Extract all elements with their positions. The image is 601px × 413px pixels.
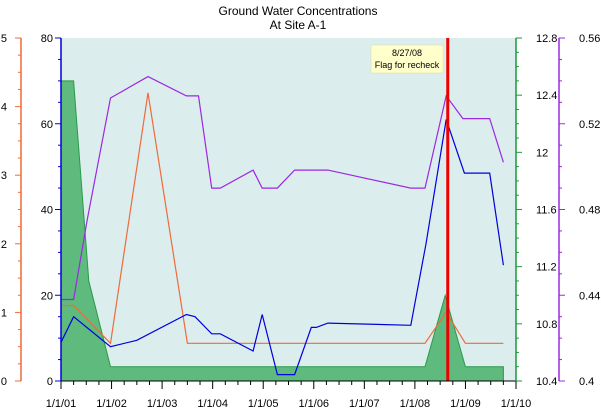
series-0-area	[60, 80, 504, 382]
axis-c-tick-label: 12.8	[536, 33, 557, 45]
x-tick-label: 1/1/07	[349, 398, 380, 410]
axis-b-tick-label: 60	[41, 119, 53, 131]
axis-d-tick-label: 0.48	[579, 205, 600, 217]
x-tick-label: 1/1/09	[450, 398, 481, 410]
flag-note-box	[370, 44, 444, 74]
axis-d-tick-label: 0.4	[579, 376, 594, 388]
axis-d-tick-label: 0.56	[579, 33, 600, 45]
x-tick-label: 1/1/03	[147, 398, 178, 410]
axis-c-tick-label: 11.6	[536, 205, 557, 217]
flag-date-label: 8/27/08	[392, 48, 422, 58]
x-tick-label: 1/1/04	[197, 398, 228, 410]
x-tick-label: 1/1/10	[501, 398, 532, 410]
x-tick-label: 1/1/06	[298, 398, 329, 410]
axis-a-tick-label: 5	[1, 33, 7, 45]
axis-b-tick-label: 40	[41, 205, 53, 217]
axis-c-tick-label: 10.4	[536, 376, 557, 388]
axis-c-tick-label: 10.8	[536, 319, 557, 331]
axis-c-tick-label: 12.4	[536, 90, 557, 102]
series-1-line	[61, 92, 504, 345]
series-2-line	[60, 119, 504, 376]
x-tick-label: 1/1/02	[96, 398, 127, 410]
axis-a-tick-label: 0	[1, 376, 7, 388]
x-tick-label: 1/1/05	[248, 398, 279, 410]
axis-a-tick-label: 4	[1, 102, 7, 114]
axis-b-tick-label: 20	[41, 290, 53, 302]
axis-b-tick-label: 0	[47, 376, 53, 388]
axis-c-tick-label: 12	[536, 147, 548, 159]
x-tick-label: 1/1/08	[400, 398, 431, 410]
axis-d-tick-label: 0.52	[579, 119, 600, 131]
axis-d-tick-label: 0.44	[579, 290, 600, 302]
axis-c-tick-label: 11.2	[536, 262, 557, 274]
axis-a-tick-label: 2	[1, 239, 7, 251]
chart-subtitle: At Site A-1	[270, 18, 327, 32]
axis-a-tick-label: 3	[1, 170, 7, 182]
flag-note-label: Flag for recheck	[375, 60, 440, 70]
x-tick-label: 1/1/01	[46, 398, 77, 410]
axis-b-tick-label: 80	[41, 33, 53, 45]
chart-title: Ground Water Concentrations	[219, 4, 378, 18]
axis-a-tick-label: 1	[1, 307, 7, 319]
series-3-line	[61, 75, 504, 301]
